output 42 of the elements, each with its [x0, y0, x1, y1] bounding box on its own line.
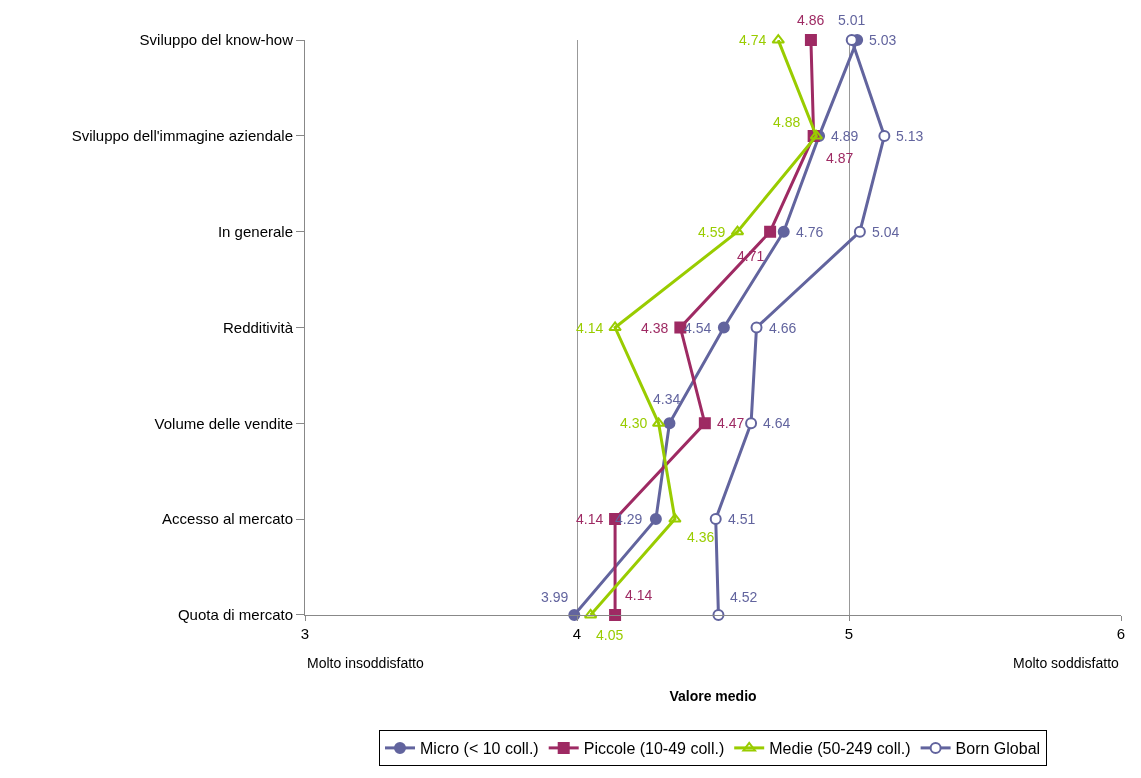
data-label: 4.14 — [576, 320, 604, 336]
data-label: 4.36 — [687, 529, 715, 545]
data-label: 4.66 — [769, 320, 797, 336]
text: Molto soddisfatto — [1013, 655, 1120, 671]
legend-label: Born Global — [955, 740, 1041, 758]
legend-label: Medie (50-249 coll.) — [769, 740, 911, 758]
data-label: 5.04 — [872, 224, 900, 240]
data-label: 4.47 — [717, 415, 745, 431]
x-axis-title: Valore medio — [669, 688, 757, 705]
data-label: 4.76 — [796, 224, 824, 240]
data-label: 4.30 — [620, 415, 648, 431]
data-label: 4.51 — [728, 511, 756, 527]
y-tick-label: Volume delle vendite — [154, 414, 293, 432]
x-tick-label: 3 — [300, 625, 310, 642]
y-tick-label: Redditività — [222, 318, 294, 336]
data-label: 4.14 — [625, 587, 653, 603]
x-tick-label: 5 — [844, 625, 854, 642]
data-label: 4.87 — [826, 150, 854, 166]
data-label: 4.52 — [730, 589, 758, 605]
x-tick-label: 6 — [1116, 625, 1126, 642]
data-label: 4.74 — [739, 32, 767, 48]
x-tick-label: 4 — [572, 625, 582, 642]
legend-label: Micro (< 10 coll.) — [420, 740, 539, 758]
data-label: 4.59 — [698, 224, 726, 240]
legend-label: Piccole (10-49 coll.) — [583, 740, 725, 758]
data-label: 5.13 — [896, 128, 924, 144]
data-label: 4.05 — [596, 627, 624, 643]
data-label: 4.88 — [773, 114, 801, 130]
data-label: 4.86 — [797, 12, 825, 28]
data-label: 5.03 — [869, 32, 897, 48]
y-tick-label: In generale — [217, 222, 293, 240]
data-label: 5.01 — [838, 12, 866, 28]
data-label: 4.38 — [641, 320, 669, 336]
data-label: 4.34 — [653, 391, 681, 407]
y-tick-label: Quota di mercato — [177, 606, 293, 624]
data-label: 3.99 — [541, 589, 569, 605]
y-tick-label: Sviluppo del know-how — [139, 31, 294, 49]
text: Molto insoddisfatto — [307, 655, 424, 671]
data-label: 4.64 — [763, 415, 791, 431]
y-tick-label: Accesso al mercato — [162, 510, 293, 528]
data-label: 4.14 — [576, 511, 604, 527]
y-tick-label: Sviluppo dell'immagine aziendale — [71, 127, 293, 145]
